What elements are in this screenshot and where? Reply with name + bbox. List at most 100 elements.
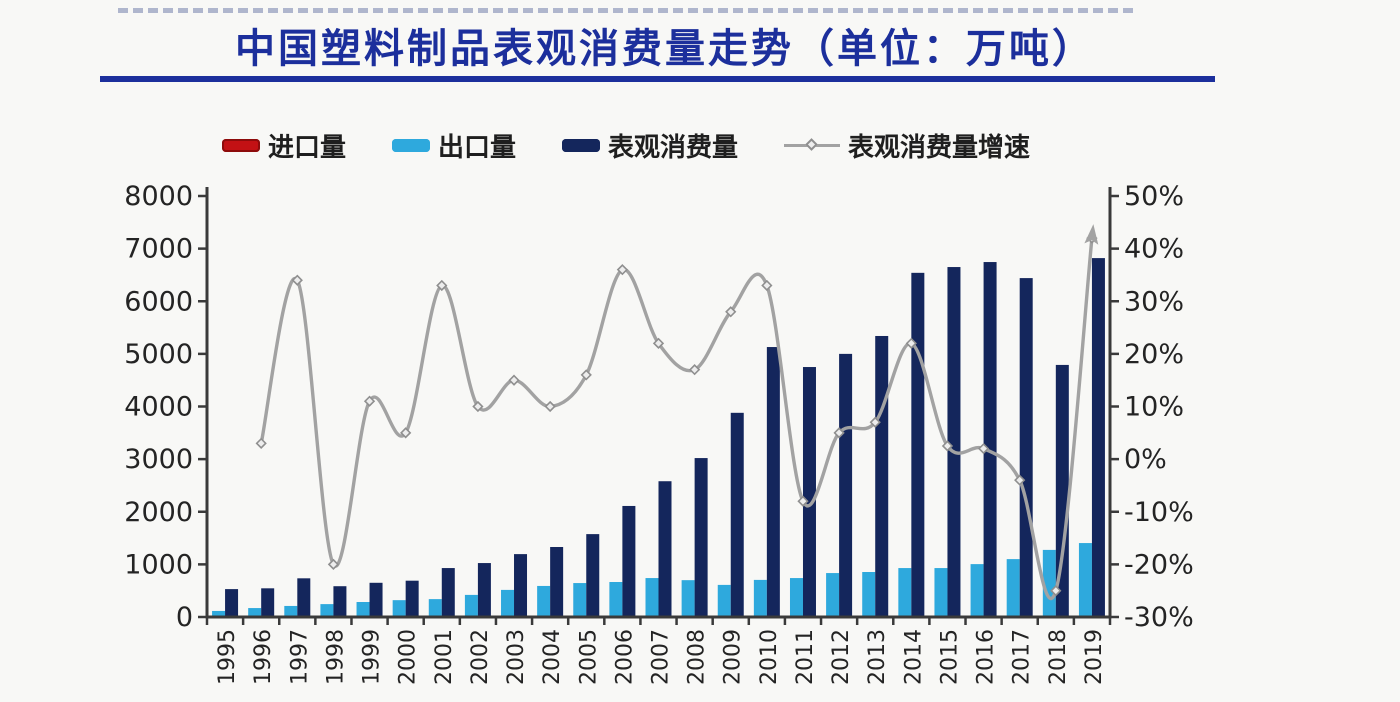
x-tick-label-2014: 2014 (901, 629, 926, 685)
y-left-tick-label: 8000 (124, 181, 193, 212)
bar-apparent-consumption-1996 (261, 588, 275, 617)
growth-point-marker (941, 440, 954, 452)
x-tick-label-2002: 2002 (468, 629, 493, 685)
bar-exports-1999 (356, 602, 370, 617)
x-tick-label-2019: 2019 (1082, 629, 1107, 685)
bar-exports-2019 (1078, 543, 1092, 617)
y-right-tick-label: 0% (1124, 444, 1167, 475)
bar-exports-2014 (898, 568, 912, 617)
legend-line-swatch-growth-rate (784, 138, 841, 151)
legend-swatch-apparent-consumption (562, 139, 601, 152)
y-right-tick-label: -20% (1124, 549, 1194, 580)
legend-item-apparent-consumption: 表观消费量 (562, 127, 738, 164)
bar-apparent-consumption-1995 (225, 589, 239, 617)
x-tick-label-1999: 1999 (360, 629, 385, 685)
legend-item-growth-rate: 表观消费量增速 (784, 127, 1030, 164)
x-tick-label-2003: 2003 (504, 629, 529, 685)
growth-point-marker (869, 416, 881, 428)
growth-line (259, 237, 1094, 601)
bar-exports-2012 (826, 573, 840, 617)
growth-point-marker (472, 400, 484, 413)
growth-point-marker (327, 558, 340, 571)
growth-point-marker (1050, 585, 1062, 597)
y-right-tick-label: -10% (1124, 497, 1194, 528)
growth-point-marker (291, 274, 303, 286)
x-tick-label-2001: 2001 (432, 629, 457, 685)
y-left-tick-label: 6000 (124, 286, 193, 317)
legend: 进口量 出口量 表观消费量 表观消费量增速 (222, 127, 1182, 164)
y-left-tick-label: 5000 (124, 339, 193, 370)
growth-point-marker (544, 400, 556, 413)
y-right-tick-label: 20% (1124, 339, 1184, 370)
bar-apparent-consumption-2018 (1055, 364, 1069, 617)
bar-exports-2015 (934, 568, 948, 617)
x-tick-label-2007: 2007 (649, 629, 674, 685)
x-tick-label-2017: 2017 (1010, 629, 1035, 685)
growth-point-marker (580, 369, 592, 381)
legend-label-apparent-consumption: 表观消费量 (608, 133, 739, 163)
bar-exports-2006 (609, 582, 623, 617)
legend-item-exports: 出口量 (392, 127, 516, 164)
bar-apparent-consumption-2015 (947, 267, 961, 617)
growth-point-marker (688, 364, 701, 376)
x-tick-label-2005: 2005 (576, 629, 601, 685)
bar-exports-2005 (573, 583, 587, 617)
y-left-tick-label: 1000 (124, 549, 193, 580)
legend-item-imports: 进口量 (222, 127, 346, 164)
bar-apparent-consumption-2016 (983, 262, 997, 617)
y-right-tick-label: -30% (1124, 602, 1194, 633)
growth-point-marker (833, 427, 845, 439)
bar-exports-1997 (284, 605, 298, 617)
y-right-tick-label: 10% (1124, 392, 1184, 423)
title-underline (100, 76, 1215, 82)
y-right-tick-label: 40% (1124, 234, 1184, 265)
x-tick-label-1997: 1997 (287, 629, 312, 685)
bar-exports-1995 (212, 610, 226, 617)
bar-exports-2009 (717, 584, 731, 617)
bar-exports-2002 (464, 594, 478, 617)
y-left-tick-label: 0 (176, 602, 193, 633)
legend-label-growth-rate: 表观消费量增速 (848, 133, 1031, 163)
bar-exports-2010 (753, 579, 767, 617)
bar-exports-2001 (428, 599, 442, 617)
bar-exports-2008 (681, 580, 695, 617)
bar-exports-2011 (789, 578, 803, 617)
growth-point-marker (616, 264, 629, 276)
bar-apparent-consumption-2005 (586, 534, 600, 617)
growth-point-marker (400, 427, 412, 439)
x-tick-label-2008: 2008 (685, 629, 710, 685)
legend-label-exports: 出口量 (438, 133, 517, 163)
y-left-tick-label: 3000 (124, 444, 193, 475)
bar-exports-2013 (862, 572, 876, 617)
bar-apparent-consumption-2019 (1091, 258, 1105, 617)
bar-exports-2004 (537, 585, 551, 617)
bar-exports-2000 (392, 600, 406, 617)
growth-point-marker (977, 442, 990, 455)
growth-line-arrowhead-icon (1084, 224, 1099, 245)
x-tick-label-2012: 2012 (829, 629, 854, 685)
x-tick-label-2000: 2000 (396, 629, 421, 685)
y-right-tick-label: 50% (1124, 181, 1184, 212)
bar-apparent-consumption-1998 (333, 586, 347, 617)
legend-swatch-exports (392, 139, 431, 152)
bar-exports-1998 (320, 604, 334, 617)
x-tick-label-1996: 1996 (251, 629, 276, 685)
y-left-tick-label: 2000 (124, 497, 193, 528)
bar-apparent-consumption-1997 (297, 578, 311, 617)
growth-point-marker (508, 374, 520, 386)
chart-title: 中国塑料制品表观消费量走势（单位：万吨） (235, 26, 1095, 72)
bar-apparent-consumption-2003 (514, 554, 528, 617)
bar-exports-2017 (1006, 559, 1020, 617)
bar-apparent-consumption-2012 (839, 353, 853, 617)
bar-apparent-consumption-2009 (730, 412, 744, 617)
growth-point-marker (725, 306, 737, 318)
growth-point-marker (363, 395, 376, 407)
y-left-tick-label: 4000 (124, 392, 193, 423)
bar-apparent-consumption-2008 (694, 458, 708, 617)
bar-apparent-consumption-2010 (766, 347, 780, 617)
cropped-text-artifact (118, 8, 1133, 13)
bar-apparent-consumption-2002 (477, 563, 491, 617)
bar-apparent-consumption-2011 (802, 367, 816, 617)
x-tick-label-1995: 1995 (215, 629, 240, 685)
